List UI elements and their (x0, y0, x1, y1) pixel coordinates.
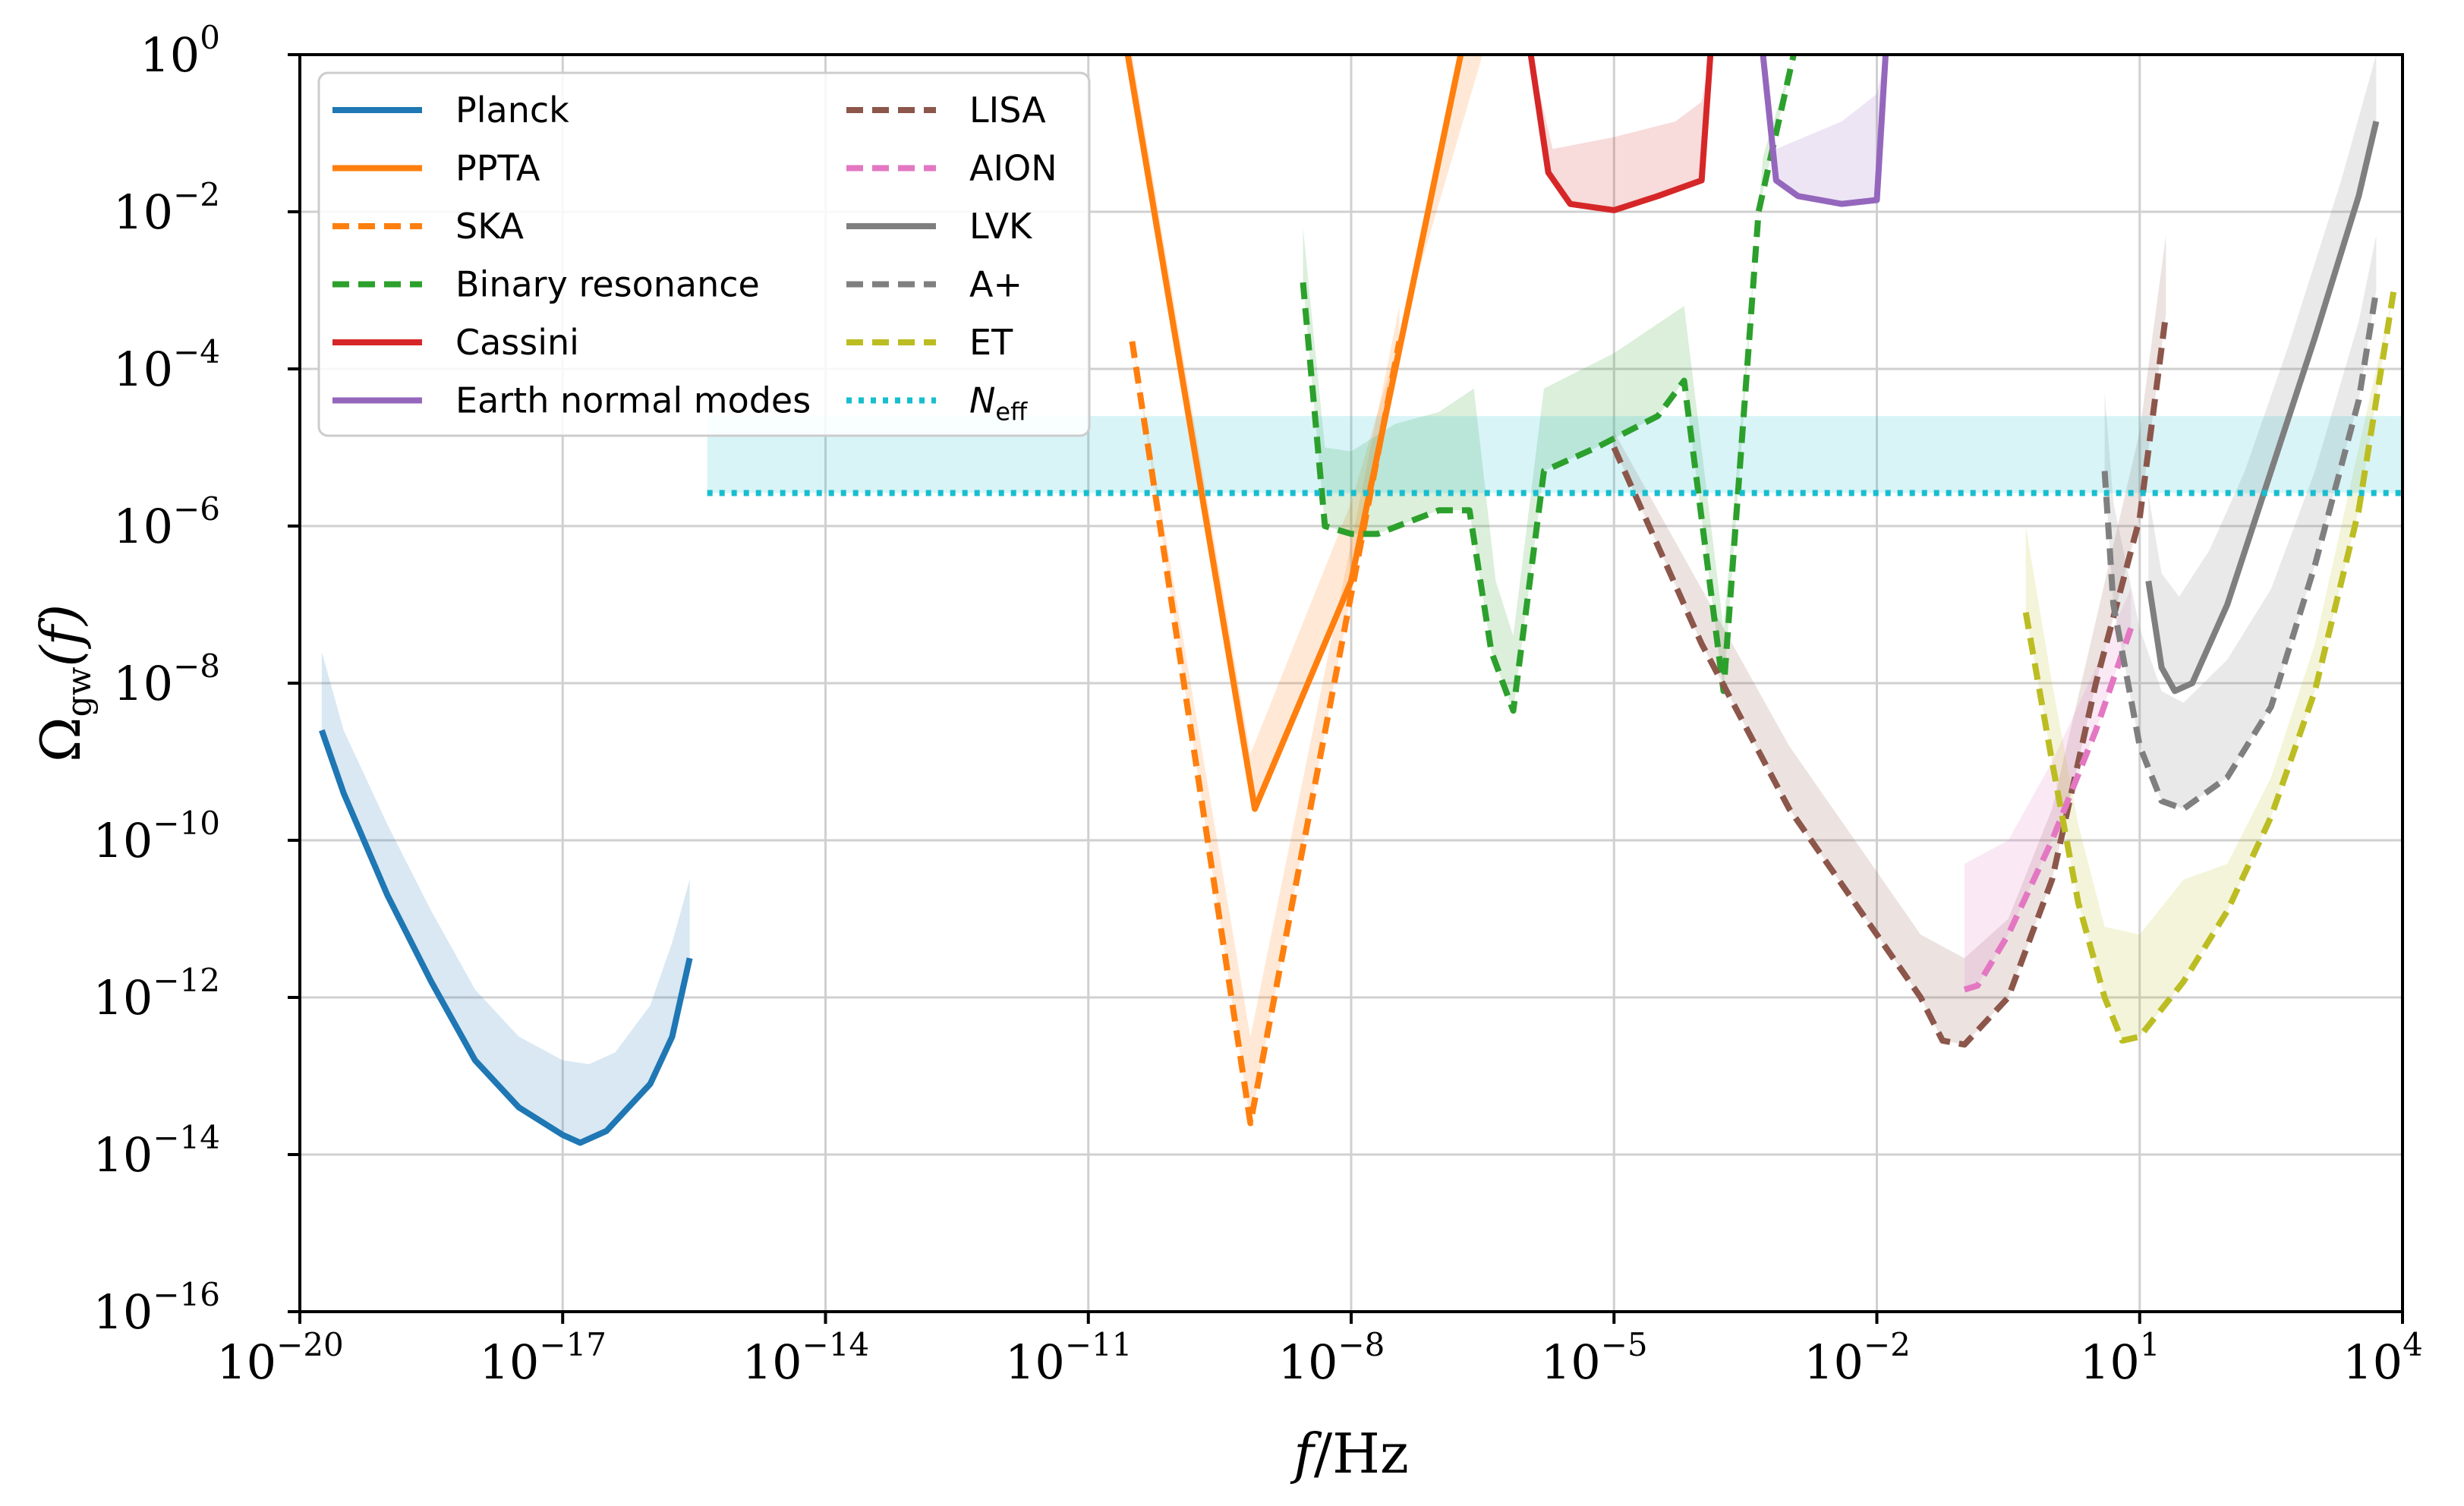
y-tick-label: 10−6 (113, 490, 220, 554)
y-tick-label: 100 (140, 19, 220, 83)
band-planck (321, 651, 690, 1143)
legend-label: Neff (969, 380, 1028, 427)
x-tick-label: 10−11 (1005, 1326, 1133, 1390)
series-line-planck (319, 729, 693, 1146)
legend-label: A+ (969, 264, 1022, 305)
series-line-ppta (1124, 55, 1464, 812)
x-tick-label: 101 (2080, 1326, 2160, 1390)
legend-entry-planck: Planck (332, 90, 569, 131)
y-axis-label-omega: Ω (29, 717, 93, 762)
legend-label: AION (969, 148, 1057, 189)
band-et (2025, 250, 2403, 1041)
band-aion (1964, 588, 2132, 990)
legend-label: Cassini (455, 322, 579, 363)
x-tick-label: 10−20 (216, 1326, 344, 1390)
legend-label: ET (969, 322, 1013, 363)
legend-label: Planck (455, 90, 569, 131)
x-tick-label: 10−5 (1541, 1326, 1648, 1390)
series-line-a (2101, 289, 2380, 812)
x-axis-label-unit: /Hz (1314, 1422, 1409, 1486)
legend: Planck PPTA SKA Binary resonance Cassini Eart… (317, 71, 1091, 437)
legend-entry-earth-normal-modes: Earth normal modes (332, 380, 811, 421)
band-a (2104, 235, 2377, 809)
legend-entry-binary-resonance: Binary resonance (332, 264, 760, 305)
x-tick-label: 10−17 (479, 1326, 607, 1390)
legend-entry-et: ET (846, 322, 1013, 363)
legend-label: SKA (455, 206, 525, 247)
y-tick-label: 10−4 (113, 333, 220, 397)
svg-text:Ωgw(f): Ωgw(f) (29, 604, 99, 762)
series-line-ska (1129, 341, 1403, 1126)
legend-entry-cassini: Cassini (332, 322, 579, 363)
legend-label: Binary resonance (455, 264, 760, 305)
series-line-binary-resonance (1300, 55, 1797, 714)
legend-entry-ska: SKA (332, 206, 525, 247)
y-axis-label-sub: gw (60, 666, 99, 717)
series-line-cassini (1527, 55, 1714, 213)
series-line-earth-normal-modes (1760, 55, 1889, 207)
y-axis-label: Ωgw(f) (29, 604, 99, 762)
legend-box (317, 71, 1091, 437)
svg-text:f/Hz: f/Hz (1290, 1422, 1409, 1486)
legend-label: PPTA (455, 148, 540, 189)
legend-entry-lvk: LVK (846, 206, 1033, 247)
series-line-lisa (1611, 313, 2169, 1048)
band-lvk (2148, 55, 2377, 692)
legend-label: LISA (969, 90, 1046, 131)
y-tick-label: 10−8 (113, 647, 220, 711)
legend-entry-a: A+ (846, 264, 1022, 305)
legend-entry-aion: AION (846, 148, 1057, 189)
y-tick-label: 10−16 (93, 1276, 220, 1340)
axis-ticks: 10−20 10−17 10−14 10−11 10−8 10−5 10−2 101 104 10… (93, 19, 2422, 1390)
x-tick-label: 104 (2343, 1326, 2423, 1390)
legend-entry-neff: Neff (846, 380, 1028, 427)
series-line-aion (1963, 627, 2134, 993)
y-tick-label: 10−2 (113, 176, 220, 240)
band-n-eff (707, 416, 2403, 493)
series-line-lvk (2145, 121, 2380, 695)
y-tick-label: 10−10 (93, 805, 220, 868)
y-tick-label: 10−12 (93, 962, 220, 1026)
legend-label: LVK (969, 206, 1033, 247)
y-axis-label-arg: (f) (29, 604, 93, 667)
series-lines (319, 55, 2403, 1146)
y-tick-label: 10−14 (93, 1119, 220, 1183)
band-earth-normal-modes (1763, 55, 1886, 204)
x-tick-label: 10−2 (1804, 1326, 1911, 1390)
x-axis-label: f/Hz (1290, 1422, 1409, 1486)
x-tick-label: 10−14 (742, 1326, 870, 1390)
series-line-et (2022, 289, 2397, 1044)
x-tick-label: 10−8 (1278, 1326, 1385, 1390)
band-cassini (1530, 55, 1711, 210)
legend-label: Earth normal modes (455, 380, 811, 421)
legend-entry-lisa: LISA (846, 90, 1046, 131)
legend-entry-ppta: PPTA (332, 148, 540, 189)
